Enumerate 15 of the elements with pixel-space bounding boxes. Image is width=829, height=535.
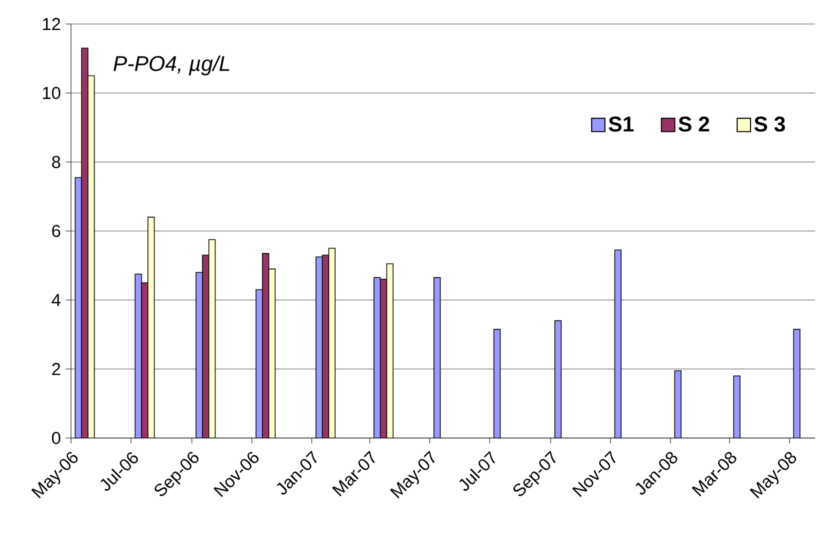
- y-tick-label: 10: [43, 86, 60, 100]
- y-tick-label: 0: [52, 432, 60, 444]
- bar: [208, 239, 216, 438]
- y-tick-label: 4: [52, 294, 60, 306]
- y-tick-label: 8: [52, 156, 60, 168]
- annotation: P-PO4, µg/L: [114, 55, 230, 76]
- bar: [554, 320, 562, 438]
- bar: [268, 268, 276, 438]
- bar: [380, 278, 388, 438]
- legend-label: S 3: [754, 116, 785, 132]
- y-tick-label: 2: [52, 362, 60, 376]
- legend-label: S 2: [678, 116, 710, 132]
- y-tick-label: 12: [43, 18, 60, 30]
- y-tick-label: 6: [52, 224, 60, 238]
- legend-label: S1: [608, 116, 634, 132]
